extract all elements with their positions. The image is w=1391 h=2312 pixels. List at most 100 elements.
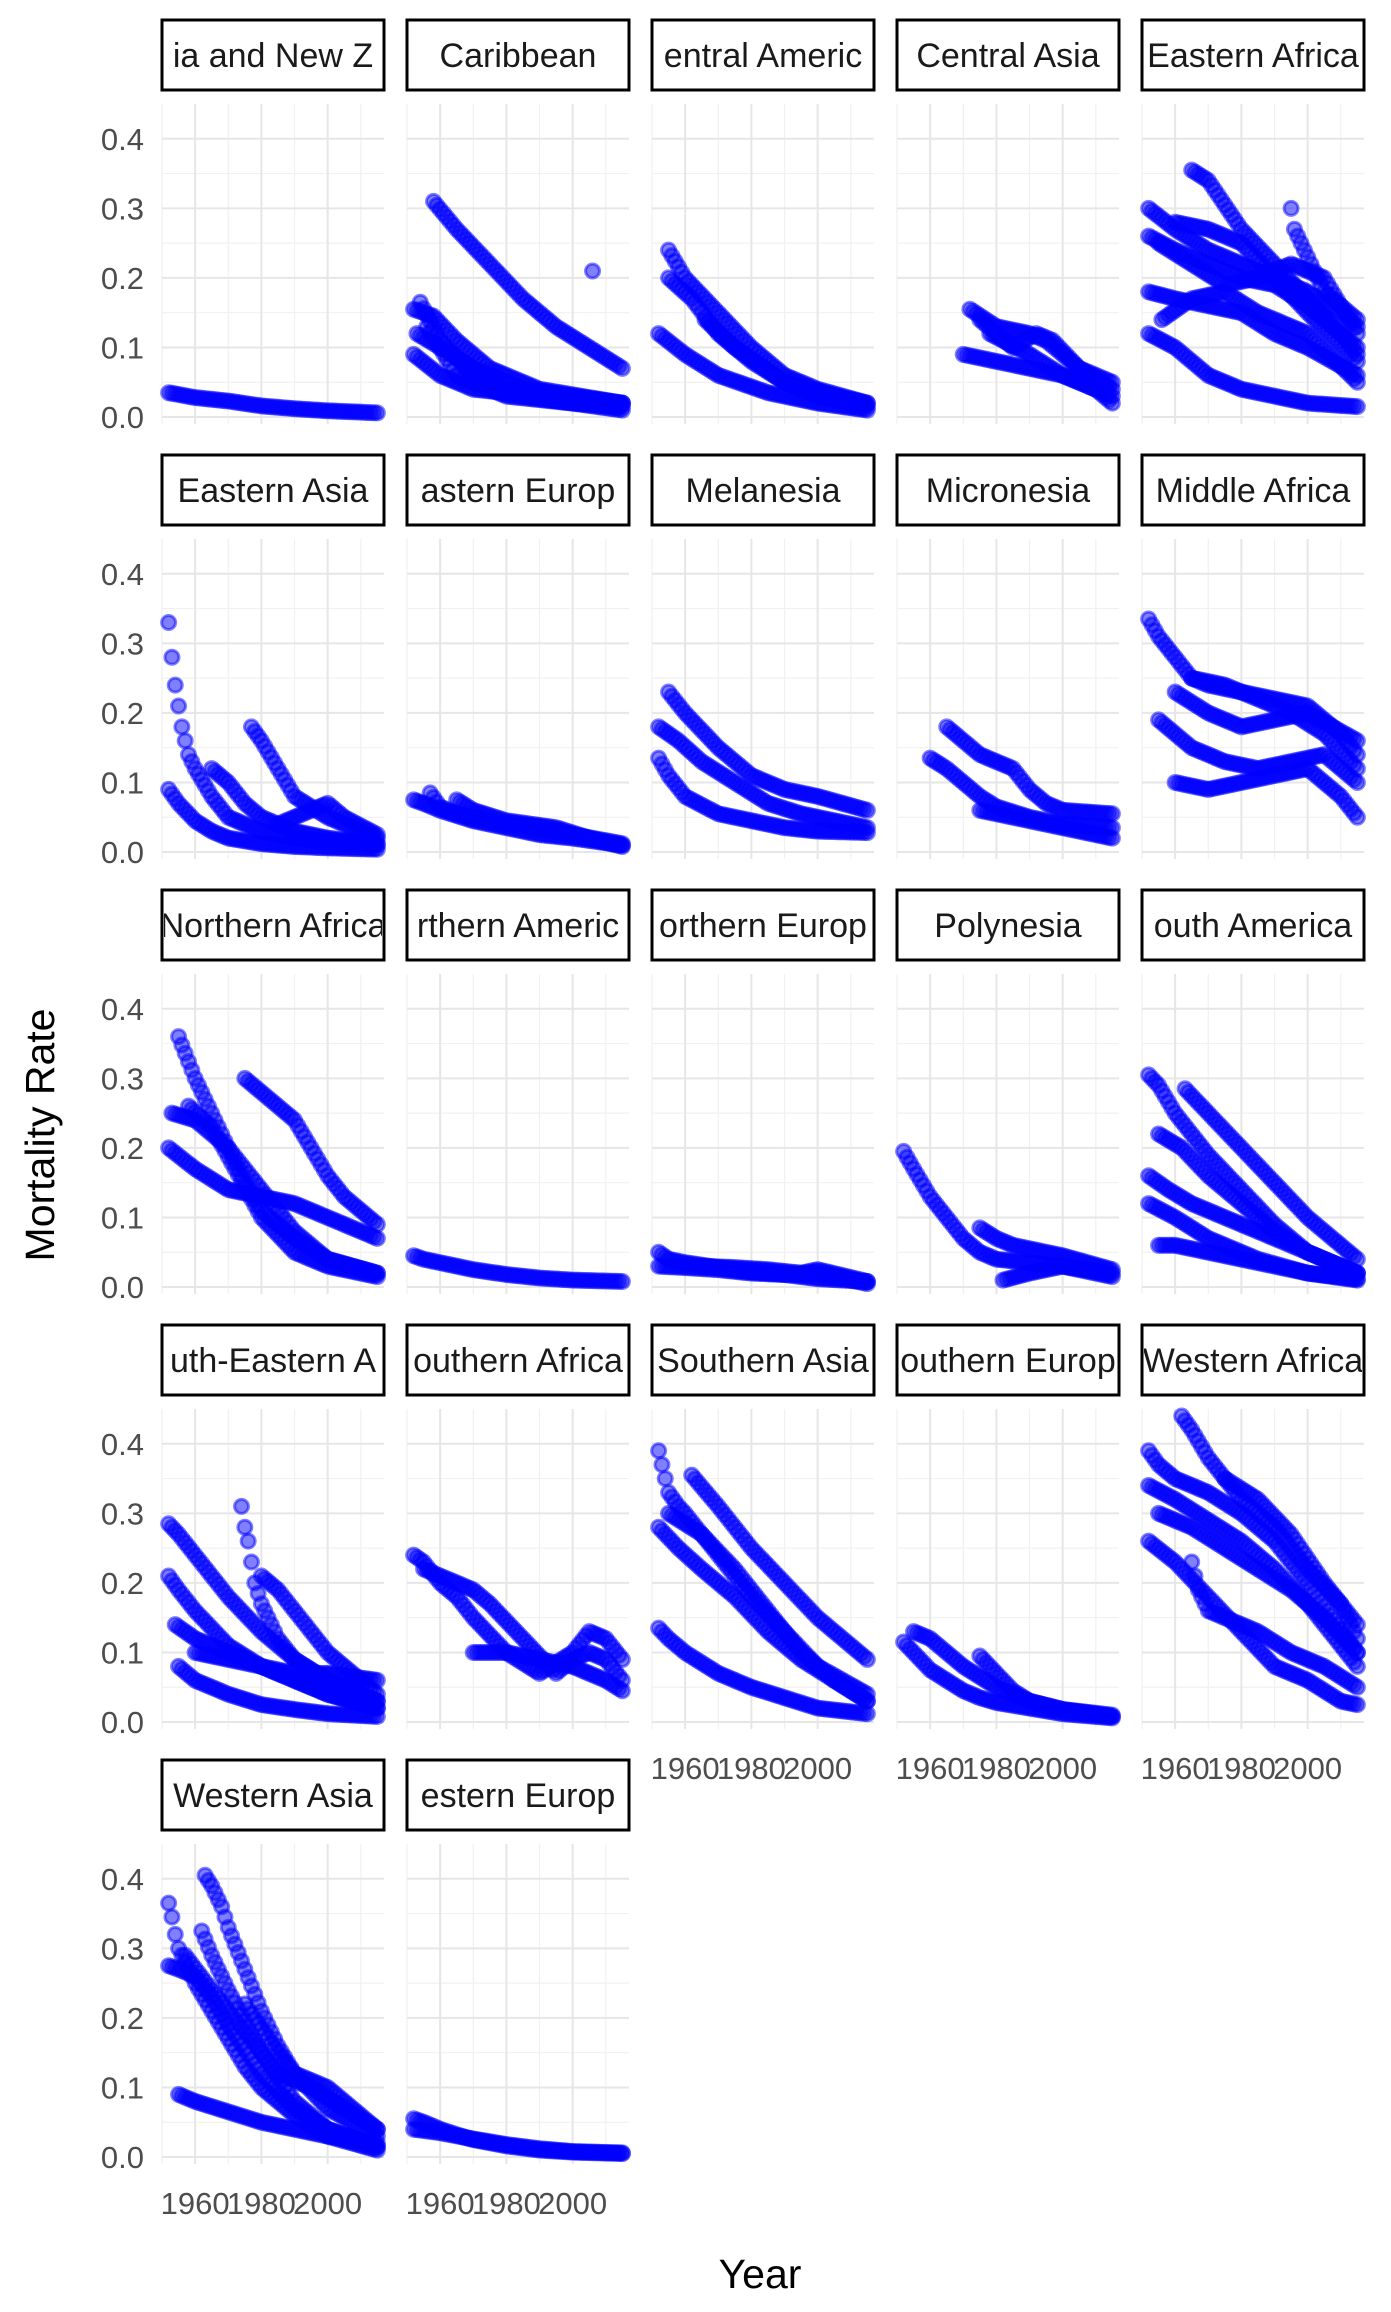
data-point: [170, 697, 188, 715]
facet-strip-label: Caribbean: [440, 37, 597, 75]
data-point: [650, 1442, 668, 1460]
facet-strip-label: Middle Africa: [1156, 472, 1351, 510]
data-point: [584, 262, 602, 280]
facet-strip: [650, 18, 876, 92]
data-point: [1348, 1271, 1366, 1289]
data-point: [858, 1650, 876, 1668]
data-point: [613, 1272, 631, 1290]
data-point: [368, 404, 386, 422]
facet-panel: Eastern Africa: [1140, 18, 1366, 424]
facet-strip-label: Northern Africa: [160, 907, 387, 945]
data-point: [653, 1456, 671, 1474]
x-tick-label: 2000: [783, 1751, 852, 1786]
data-point: [368, 1671, 386, 1689]
facet-panel: astern Europ: [405, 453, 631, 859]
facet-strip-label: entral Americ: [664, 37, 862, 75]
facet-strip-label: outh America: [1154, 907, 1353, 945]
facet-panel: uth-Eastern A0.00.10.20.30.4: [101, 1323, 386, 1740]
facet-panel: rthern Americ: [405, 888, 631, 1294]
y-tick-label: 0.0: [101, 835, 144, 870]
data-point: [160, 613, 178, 631]
facet-strip: [895, 18, 1121, 92]
facet-strip-label: Southern Asia: [657, 1342, 869, 1380]
facet-panel: outh America: [1140, 888, 1366, 1294]
x-tick-label: 1960: [1141, 1751, 1210, 1786]
data-point: [173, 718, 191, 736]
data-point: [613, 359, 631, 377]
y-tick-label: 0.0: [101, 1270, 144, 1305]
data-point: [613, 398, 631, 416]
facet-strip: [160, 18, 386, 92]
y-tick-label: 0.2: [101, 1566, 144, 1601]
data-point: [858, 1692, 876, 1710]
data-point: [1103, 805, 1121, 823]
data-point: [858, 394, 876, 412]
data-point: [1348, 808, 1366, 826]
y-tick-label: 0.1: [101, 765, 144, 800]
data-point: [858, 1272, 876, 1290]
data-point: [613, 1682, 631, 1700]
data-point: [368, 826, 386, 844]
data-point: [1348, 325, 1366, 343]
y-tick-label: 0.4: [101, 992, 144, 1027]
y-tick-label: 0.1: [101, 330, 144, 365]
data-point: [242, 1553, 260, 1571]
facet-panel: Northern Africa 0.0 0.1 0.2 0.3 0.4: [101, 888, 387, 1305]
facet-panel: Middle Africa: [1140, 453, 1366, 859]
y-tick-label: 0.4: [101, 122, 144, 157]
data-point: [1103, 1268, 1121, 1286]
data-point: [1348, 311, 1366, 329]
y-tick-label: 0.0: [101, 400, 144, 435]
facet-strip-label: uth-Eastern A: [170, 1342, 376, 1380]
y-tick-label: 0.0: [101, 1705, 144, 1740]
facet-strip-label: Micronesia: [926, 472, 1090, 510]
y-tick-label: 0.3: [101, 626, 144, 661]
x-tick-label: 1960: [651, 1751, 720, 1786]
facet-panel: Micronesia: [895, 453, 1121, 859]
data-point: [233, 1497, 251, 1515]
facet-strip-label: Polynesia: [934, 907, 1082, 945]
data-point: [858, 801, 876, 819]
data-point: [163, 648, 181, 666]
facet-strip-label: Eastern Asia: [178, 472, 369, 510]
y-tick-label: 0.3: [101, 1061, 144, 1096]
data-point: [1103, 1707, 1121, 1725]
data-point: [1348, 732, 1366, 750]
x-tick-label: 1980: [1207, 1751, 1276, 1786]
data-point: [1103, 373, 1121, 391]
data-point: [236, 1518, 254, 1536]
data-point: [1282, 199, 1300, 217]
data-point: [1348, 760, 1366, 778]
y-tick-label: 0.2: [101, 1131, 144, 1166]
x-tick-label: 1960: [896, 1751, 965, 1786]
facet-strip-label: ia and New Z: [173, 37, 373, 75]
data-point: [239, 1532, 257, 1550]
y-tick-label: 0.2: [101, 261, 144, 296]
facet-panel: Polynesia: [895, 888, 1121, 1294]
facet-strip-label: Central Asia: [916, 37, 1099, 75]
data-point: [176, 732, 194, 750]
data-point: [1103, 829, 1121, 847]
facet-panel: Melanesia: [650, 453, 876, 859]
y-tick-label: 0.3: [101, 1496, 144, 1531]
facet-panels: ia and New Z 0.0 0.1 0.2 0.3 0.4 Caribbean entr…: [101, 18, 1366, 2221]
y-tick-label: 0.1: [101, 1200, 144, 1235]
data-point: [368, 1699, 386, 1717]
data-point: [656, 1470, 674, 1488]
facet-panel: Central Asia: [895, 18, 1121, 424]
x-tick-label: 2000: [1273, 1751, 1342, 1786]
data-point: [368, 1215, 386, 1233]
facet-panel: outhern Africa: [405, 1323, 631, 1729]
facet-strip-label: rthern Americ: [417, 907, 619, 945]
y-tick-label: 0.2: [101, 696, 144, 731]
y-tick-label: 0.1: [101, 1635, 144, 1670]
data-point: [368, 1229, 386, 1247]
facet-strip-label: orthern Europ: [659, 907, 867, 945]
data-point: [1348, 373, 1366, 391]
facet-strip-label: Western Africa: [1143, 1342, 1364, 1380]
y-tick-label: 0.4: [101, 557, 144, 592]
